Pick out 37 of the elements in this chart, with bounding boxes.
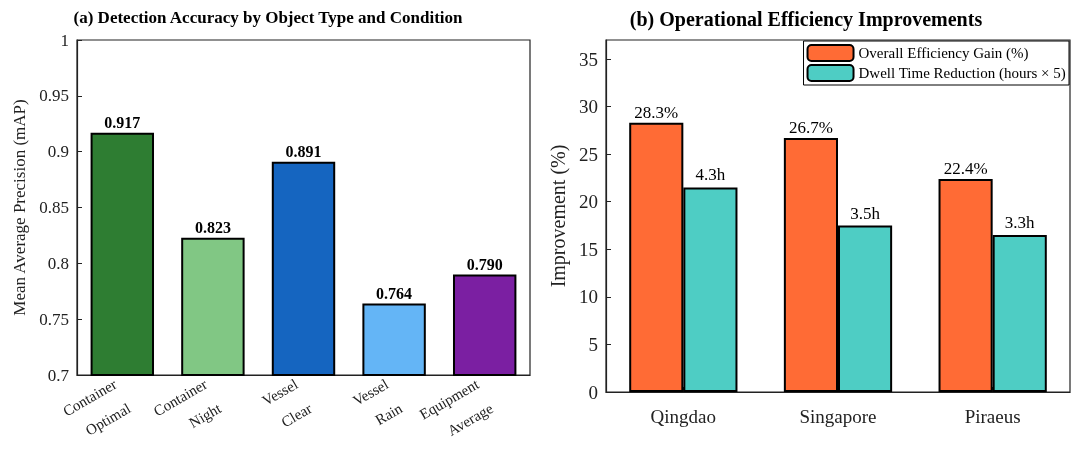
- data-label: 22.4%: [943, 158, 988, 178]
- y-tick-label: 1: [60, 30, 69, 50]
- chart-title: (a) Detection Accuracy by Object Type and Condition: [73, 8, 464, 27]
- data-label: 0.790: [466, 256, 503, 273]
- data-label: 0.917: [104, 114, 141, 132]
- data-label: 26.7%: [788, 117, 833, 137]
- y-tick-label: 5: [588, 333, 598, 355]
- legend-label: Dwell Time Reduction (hours × 5): [858, 65, 1066, 82]
- x-tick-label: Qingdao: [650, 405, 717, 427]
- y-tick-label: 0.7: [47, 365, 70, 385]
- y-tick-label: 15: [579, 238, 598, 260]
- y-tick-label: 0.95: [39, 86, 69, 106]
- y-tick-label: 20: [579, 191, 598, 213]
- annotation: 3.5h: [850, 203, 881, 223]
- y-tick-label: 30: [579, 96, 598, 118]
- y-tick-label: 10: [579, 286, 598, 308]
- x-tick-label: Vessel Clear: [259, 375, 315, 431]
- x-tick-label: Piraeus: [964, 405, 1021, 427]
- data-label: 0.891: [285, 143, 322, 161]
- y-axis-title: Mean Average Precision (mAP): [10, 99, 30, 316]
- data-label: 28.3%: [634, 102, 679, 122]
- x-tick-label: Vessel Rain: [349, 375, 406, 429]
- y-tick-label: 0.8: [47, 253, 69, 273]
- chart-title: (b) Operational Efficiency Improvements: [629, 8, 983, 31]
- y-axis-title: Improvement (%): [547, 144, 570, 288]
- y-tick-label: 0.9: [47, 142, 69, 162]
- data-label: 0.823: [194, 219, 231, 237]
- annotation: 3.3h: [1004, 213, 1036, 233]
- y-tick-label: 25: [579, 143, 598, 165]
- y-tick-label: 0.85: [39, 198, 69, 217]
- y-tick-label: 0.75: [39, 309, 69, 329]
- legend-label: Overall Efficiency Gain (%): [858, 45, 1029, 62]
- data-label: 0.764: [376, 285, 413, 303]
- y-tick-label: 35: [579, 48, 598, 70]
- annotation: 4.3h: [695, 165, 726, 185]
- x-tick-label: Singapore: [799, 405, 877, 427]
- y-tick-label: 0: [588, 381, 598, 403]
